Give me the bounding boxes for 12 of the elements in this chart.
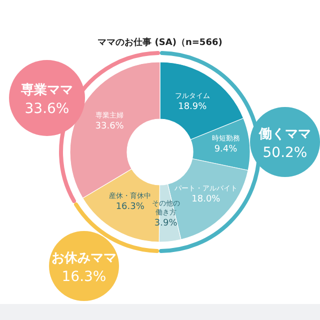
data-label: 18.0% xyxy=(192,194,221,205)
data-label: 16.3% xyxy=(116,202,145,212)
text: 50.2% xyxy=(262,145,308,161)
text: 33.6% xyxy=(24,101,70,117)
text: 専業ママ xyxy=(20,82,73,98)
text: 16.3% xyxy=(62,269,106,285)
data-label: 9.4% xyxy=(214,144,238,154)
data-label: 18.9% xyxy=(178,102,208,112)
data-label: 33.6% xyxy=(95,121,124,132)
text: 働くママ xyxy=(258,127,311,142)
chart-title: ママのお仕事 (SA)（n=566) xyxy=(98,37,222,48)
text: お休みママ xyxy=(52,251,116,266)
